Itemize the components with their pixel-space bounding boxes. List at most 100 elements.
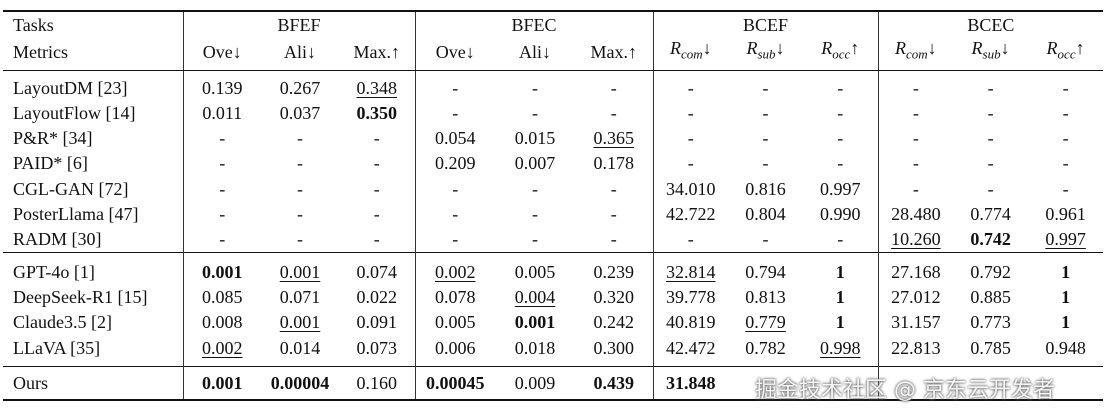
- cell-value: -: [1062, 77, 1069, 98]
- cell: -: [877, 176, 954, 202]
- cell-value: 0.209: [435, 153, 476, 174]
- metric-name: Ove↓: [182, 37, 261, 71]
- cell: 0.348: [339, 70, 415, 100]
- cell: -: [339, 125, 415, 150]
- cell: -: [182, 176, 261, 202]
- cell-value: 0.961: [1045, 204, 1086, 225]
- cell: 0.961: [1028, 201, 1103, 226]
- cell-value: 0.073: [356, 337, 398, 358]
- method-name: CGL-GAN [72]: [13, 178, 129, 199]
- cell-value: -: [987, 128, 994, 149]
- cell-value: 0.804: [745, 204, 786, 225]
- cell-value: -: [532, 204, 538, 225]
- cell-value: 0.816: [745, 178, 786, 199]
- cell: 0.037: [261, 100, 339, 125]
- cell: -: [728, 100, 803, 125]
- table-row: RADM [30] - - - - - - - - - 10.260 0.742 0.997: [3, 226, 1103, 253]
- cell: -: [414, 176, 495, 202]
- cell-value: 27.168: [891, 261, 941, 282]
- cell-value: -: [912, 77, 919, 98]
- cell: -: [877, 70, 954, 101]
- cell: 0.009: [495, 366, 575, 402]
- cell: -: [877, 100, 954, 126]
- cell-value: -: [837, 153, 844, 174]
- cell: -: [495, 227, 575, 253]
- cell: 0.178: [575, 151, 653, 176]
- table-row: CGL-GAN [72] - - - - - - 34.010 0.816 0.997 - - -: [3, 176, 1103, 202]
- cell: [953, 366, 1029, 402]
- cell-value: 0.350: [356, 102, 398, 123]
- cell: [803, 366, 879, 402]
- cell: 0.885: [953, 284, 1028, 309]
- cell-value: 1: [1061, 286, 1071, 307]
- cell: 31.157: [877, 309, 954, 335]
- cell-value: 0.00045: [426, 373, 485, 394]
- cell-value: -: [452, 77, 459, 98]
- cell: 0.001: [495, 310, 575, 335]
- cell-value: 27.012: [891, 286, 941, 307]
- cell-value: 0.320: [593, 286, 635, 307]
- cell-value: -: [297, 204, 303, 225]
- metric-name: Rsub↓: [953, 37, 1029, 71]
- cell: 0.071: [261, 284, 339, 309]
- cell: 1: [1028, 310, 1103, 335]
- cell-value: 0.779: [745, 312, 786, 333]
- cell-value: 40.819: [666, 312, 716, 333]
- metric-suffix: ↓: [702, 38, 712, 59]
- cell: 34.010: [652, 176, 729, 202]
- cell: -: [1028, 151, 1103, 176]
- cell: 0.002: [182, 334, 261, 367]
- table-row: PosterLlama [47] - - - - - - 42.722 0.804 0.990 28…: [3, 201, 1103, 227]
- table-row: LayoutDM [23] 0.139 0.267 0.348 - - - - - - - - -: [3, 70, 1103, 101]
- cell-value: -: [610, 178, 617, 199]
- metric-name: Rocc↑: [1028, 37, 1104, 71]
- cell: 0.014: [261, 335, 339, 367]
- cell-value: 0.001: [514, 312, 556, 333]
- cell: -: [803, 227, 878, 253]
- cell: -: [182, 201, 261, 227]
- cell-value: -: [837, 229, 844, 250]
- metric-main: Ove↓: [435, 41, 475, 62]
- cell-value: 0.990: [820, 204, 861, 225]
- cell: -: [728, 70, 803, 100]
- cell: -: [339, 176, 415, 201]
- cell-value: 0.794: [745, 261, 786, 282]
- cell: -: [803, 100, 878, 125]
- cell: [877, 366, 954, 402]
- cell: -: [953, 100, 1028, 125]
- cell: -: [495, 70, 575, 100]
- cell: -: [575, 70, 653, 100]
- cell: [728, 366, 804, 402]
- task-name: BFEF: [182, 9, 415, 38]
- cell-value: -: [912, 178, 919, 199]
- cell-value: 0.774: [970, 204, 1011, 225]
- cell: 42.472: [652, 334, 729, 367]
- cell-value: -: [1062, 128, 1069, 149]
- metric-suffix: ↑: [1075, 38, 1085, 59]
- cell-value: 22.813: [891, 337, 941, 358]
- cell: 0.439: [575, 366, 654, 402]
- cell-value: -: [532, 229, 538, 250]
- table-row: P&R* [34] - - - 0.054 0.015 0.365 - - - - - -: [3, 125, 1103, 151]
- metric-sub: com: [680, 46, 703, 62]
- cell: 0.011: [182, 100, 261, 126]
- method-name: RADM [30]: [13, 229, 102, 250]
- cell: 0.782: [728, 335, 803, 367]
- cell: 0.015: [495, 125, 575, 150]
- cell: 0.779: [728, 310, 803, 335]
- cell-value: -: [687, 77, 694, 98]
- cell: -: [652, 100, 729, 126]
- cell: -: [803, 70, 878, 100]
- cell-value: -: [762, 229, 769, 250]
- metric-suffix: ↓: [1000, 38, 1010, 59]
- cell-value: 0.071: [279, 286, 321, 307]
- cell-value: 1: [835, 286, 845, 307]
- cell-value: 0.037: [279, 102, 321, 123]
- cell-value: 32.814: [666, 261, 716, 282]
- cell-value: 31.848: [666, 373, 716, 394]
- cell: -: [877, 150, 954, 177]
- cell: 0.997: [803, 176, 878, 201]
- cell-value: 0.005: [514, 261, 556, 282]
- cell: -: [877, 125, 954, 151]
- method-name: Claude3.5 [2]: [13, 312, 112, 333]
